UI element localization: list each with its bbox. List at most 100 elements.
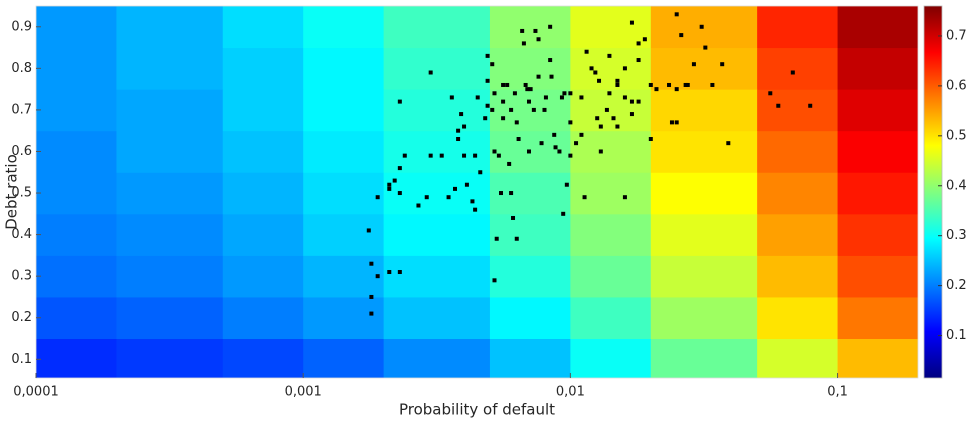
- scatter-point: [366, 228, 371, 233]
- scatter-point: [507, 161, 512, 166]
- colorbar-tick-label: 0.2: [946, 278, 967, 293]
- scatter-point: [636, 58, 641, 63]
- heat-cell: [303, 6, 385, 49]
- scatter-point: [552, 132, 557, 137]
- y-tick-label: 0.6: [11, 144, 32, 159]
- x-tick-label: 0,0001: [13, 385, 59, 400]
- colorbar-tick-label: 0.7: [946, 28, 967, 43]
- colorbar-tick-label: 0.5: [946, 128, 967, 143]
- scatter-point: [615, 78, 620, 83]
- y-tick-label: 0.1: [11, 352, 32, 367]
- heat-cell: [570, 255, 652, 298]
- heat-cell: [837, 338, 918, 378]
- scatter-point: [449, 95, 454, 100]
- scatter-point: [557, 149, 562, 154]
- scatter-point: [505, 82, 510, 87]
- y-tick-label: 0.2: [11, 310, 32, 325]
- scatter-point: [485, 103, 490, 108]
- y-tick-label: 0.8: [11, 61, 32, 76]
- scatter-point: [462, 153, 467, 158]
- scatter-point: [520, 28, 525, 33]
- scatter-point: [691, 62, 696, 67]
- heat-cell: [489, 296, 571, 340]
- scatter-point: [475, 95, 480, 100]
- y-tick-label: 0.3: [11, 269, 32, 284]
- heat-cell: [570, 338, 652, 378]
- scatter-point: [514, 120, 519, 125]
- y-tick-label: 0.7: [11, 102, 32, 117]
- heat-cell: [303, 172, 385, 215]
- scatter-point: [387, 186, 392, 191]
- scatter-point: [492, 149, 497, 154]
- scatter-point: [483, 116, 488, 121]
- heat-cell: [383, 296, 491, 340]
- scatter-point: [669, 120, 674, 125]
- scatter-point: [598, 149, 603, 154]
- scatter-point: [397, 270, 402, 275]
- heat-cell: [757, 89, 839, 132]
- heat-cell: [570, 172, 652, 215]
- scatter-point: [574, 141, 579, 146]
- heat-cell: [837, 130, 918, 173]
- scatter-point: [485, 53, 490, 58]
- scatter-point: [568, 120, 573, 125]
- heat-cell: [383, 338, 491, 378]
- scatter-point: [492, 91, 497, 96]
- heat-cell: [650, 89, 758, 132]
- colorbar: [923, 5, 943, 379]
- colorbar-tick-label: 0.1: [946, 328, 967, 343]
- heat-cell: [837, 255, 918, 298]
- heat-cell: [570, 213, 652, 256]
- scatter-point: [490, 62, 495, 67]
- scatter-point: [490, 107, 495, 112]
- scatter-point: [536, 74, 541, 79]
- scatter-point: [539, 141, 544, 146]
- scatter-point: [768, 91, 773, 96]
- heat-cell: [36, 89, 117, 132]
- scatter-point: [464, 182, 469, 187]
- colorbar-tick-label: 0.4: [946, 178, 967, 193]
- heat-cell: [489, 172, 571, 215]
- scatter-point: [564, 182, 569, 187]
- heat-cell: [383, 255, 491, 298]
- heat-cell: [757, 172, 839, 215]
- scatter-point: [808, 103, 813, 108]
- scatter-point: [579, 95, 584, 100]
- scatter-point: [473, 153, 478, 158]
- scatter-point: [473, 207, 478, 212]
- scatter-point: [509, 191, 514, 196]
- scatter-point: [629, 20, 634, 25]
- scatter-point: [629, 112, 634, 117]
- scatter-point: [459, 112, 464, 117]
- heat-cell: [36, 47, 117, 90]
- scatter-point: [790, 70, 795, 75]
- heat-cell: [116, 338, 224, 378]
- scatter-point: [598, 124, 603, 129]
- heat-cell: [383, 6, 491, 49]
- scatter-point: [496, 153, 501, 158]
- scatter-point: [582, 195, 587, 200]
- scatter-point: [685, 82, 690, 87]
- scatter-point: [397, 191, 402, 196]
- scatter-point: [369, 311, 374, 316]
- scatter-point: [593, 70, 598, 75]
- scatter-point: [456, 128, 461, 133]
- heat-cell: [570, 47, 652, 90]
- scatter-point: [501, 82, 506, 87]
- heat-cell: [837, 6, 918, 49]
- scatter-point: [548, 58, 553, 63]
- heat-cell: [303, 130, 385, 173]
- heat-cell: [383, 47, 491, 90]
- heat-cell: [757, 130, 839, 173]
- y-tick-label: 0.5: [11, 186, 32, 201]
- scatter-point: [543, 95, 548, 100]
- scatter-point: [531, 107, 536, 112]
- scatter-point: [369, 261, 374, 266]
- heat-cell: [222, 89, 304, 132]
- heat-cell: [36, 296, 117, 340]
- scatter-point: [622, 195, 627, 200]
- heat-cell: [489, 213, 571, 256]
- heat-cell: [222, 172, 304, 215]
- scatter-point: [699, 24, 704, 29]
- heat-cell: [36, 172, 117, 215]
